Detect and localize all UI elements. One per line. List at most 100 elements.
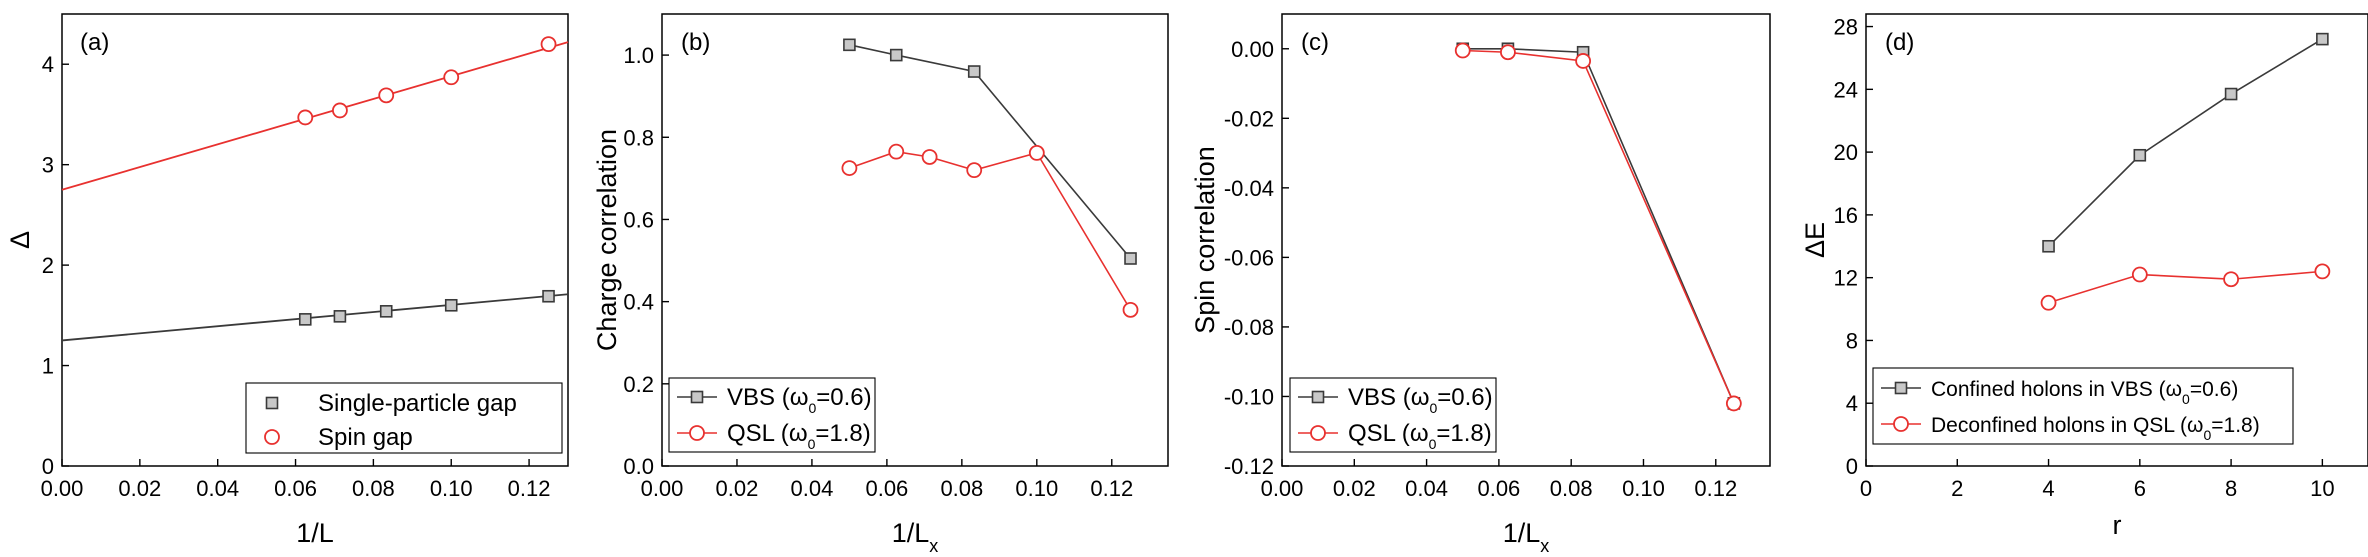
legend-paren-close: ) <box>1485 384 1493 411</box>
data-point <box>841 160 858 176</box>
legend-marker <box>265 396 279 410</box>
x-tick-label: 0.04 <box>791 476 834 501</box>
x-tick-label: 0.08 <box>940 476 983 501</box>
y-tick-label: -0.12 <box>1224 454 1274 479</box>
y-tick-label: 28 <box>1834 15 1858 40</box>
legend-paren-open: ( <box>2153 378 2166 401</box>
x-tick-label: 0.10 <box>1622 476 1665 501</box>
legend-param-val: =1.8 <box>2211 414 2252 437</box>
panel-tag: (c) <box>1301 29 1329 56</box>
data-point <box>1575 53 1592 69</box>
legend-param-val: =1.8 <box>1436 420 1483 447</box>
data-point <box>966 162 983 179</box>
data-point <box>1122 301 1139 318</box>
legend-marker <box>1311 390 1325 404</box>
x-tick-label: 0.04 <box>1405 476 1448 501</box>
series-c-0 <box>1456 42 1741 410</box>
fit-line <box>61 41 569 191</box>
legend-param: ω <box>1411 384 1430 411</box>
legend-label: Deconfined holons in QSL (ω0=1.8) <box>1931 414 2260 443</box>
x-tick-label: 0.08 <box>352 476 395 501</box>
x-tick-label: 0.08 <box>1550 476 1593 501</box>
data-point <box>540 36 557 53</box>
y-tick-label: 4 <box>1846 391 1858 416</box>
legend-series-name: QSL <box>1348 420 1396 447</box>
y-tick-label: 20 <box>1834 140 1858 165</box>
y-tick-label: -0.02 <box>1224 106 1274 131</box>
legend-param: ω <box>790 384 809 411</box>
data-point <box>1124 252 1137 265</box>
legend-d: Confined holons in VBS (ω0=0.6) Deconfine… <box>1872 367 2294 445</box>
data-point <box>2223 271 2239 288</box>
legend-label: Spin gap <box>318 424 413 451</box>
x-axis-label: 1/Lx <box>892 518 939 556</box>
legend-marker <box>264 429 280 445</box>
y-tick-label: 0 <box>42 454 54 479</box>
y-tick-label: -0.08 <box>1224 315 1274 340</box>
legend-box <box>668 377 876 453</box>
y-tick-label: 1.0 <box>623 43 654 68</box>
legend-paren-open: ( <box>774 420 789 447</box>
plot-frame-d <box>1865 13 2368 467</box>
x-tick-label: 4 <box>2042 476 2054 501</box>
x-tick-label: 0.12 <box>1694 476 1737 501</box>
data-point <box>379 305 393 318</box>
series-line <box>1462 49 1735 404</box>
legend-label: VBS (ω0=0.6) <box>727 384 872 416</box>
legend-paren-close: ) <box>2231 378 2238 401</box>
panel-b: 0.00 0.02 0.04 0.06 0.08 0.10 0.12 0.0 0.2 0.4 0.6… <box>592 13 1169 556</box>
data-point <box>298 313 312 326</box>
legend-param-val: =0.6 <box>1437 384 1484 411</box>
x-tick-label: 0 <box>1860 476 1872 501</box>
series-b-1 <box>841 143 1139 318</box>
legend-marker <box>1893 416 1909 432</box>
x-tick-label: 6 <box>2134 476 2146 501</box>
legend-param-sub: 0 <box>2203 427 2211 443</box>
legend-param: ω <box>2187 414 2203 437</box>
y-tick-label: -0.06 <box>1224 245 1274 270</box>
y-tick-label: 0.2 <box>623 372 654 397</box>
x-tick-label: 8 <box>2225 476 2237 501</box>
panel-a: 0.00 0.02 0.04 0.06 0.08 0.10 0.12 0 1 2 3 4 1/L Δ (a)… <box>5 13 569 548</box>
data-point <box>2133 148 2147 162</box>
x-tick-label: 0.02 <box>716 476 759 501</box>
legend-paren-close: ) <box>864 384 872 411</box>
y-axis-label: Charge correlation <box>592 129 622 351</box>
y-tick-label: 1 <box>42 354 54 379</box>
x-tick-label: 0.12 <box>508 476 551 501</box>
series-line <box>1462 47 1735 404</box>
legend-label: Confined holons in VBS (ω0=0.6) <box>1931 378 2238 407</box>
legend-marker <box>690 390 704 404</box>
x-tick-label: 0.12 <box>1090 476 1133 501</box>
series-d-0 <box>2042 32 2329 253</box>
y-tick-label: 0.6 <box>623 207 654 232</box>
legend-series-name: VBS <box>1348 384 1396 411</box>
data-point <box>888 143 905 160</box>
y-tick-label: -0.10 <box>1224 384 1274 409</box>
data-point <box>2040 294 2057 311</box>
legend-paren-close: ) <box>2253 414 2260 437</box>
legend-param-val: =1.8 <box>815 420 862 447</box>
series-line <box>2048 270 2323 304</box>
x-axis-label: 1/Lx <box>1503 518 1550 556</box>
y-tick-label: 4 <box>42 52 54 77</box>
data-point <box>333 310 347 323</box>
legend-label: Single-particle gap <box>318 390 517 417</box>
data-point <box>444 298 458 312</box>
legend-label: VBS (ω0=0.6) <box>1348 384 1493 416</box>
y-tick-label: 0.0 <box>623 454 654 479</box>
y-tick-label: 0 <box>1846 454 1858 479</box>
data-point <box>1454 42 1471 59</box>
legend-paren-open: ( <box>1395 420 1410 447</box>
y-tick-label: 0.8 <box>623 125 654 150</box>
legend-series-name: Deconfined holons in QSL <box>1931 414 2174 437</box>
data-point <box>2131 266 2148 283</box>
plot-frame-b <box>661 13 1169 467</box>
y-axis-label: ΔE <box>1800 222 1830 258</box>
y-tick-label: 2 <box>42 253 54 278</box>
data-point <box>2224 87 2238 101</box>
y-tick-label: 12 <box>1834 266 1858 291</box>
legend-series-name: VBS <box>727 384 775 411</box>
x-axis-label: r <box>2113 510 2122 540</box>
x-tick-label: 0.00 <box>1261 476 1304 501</box>
